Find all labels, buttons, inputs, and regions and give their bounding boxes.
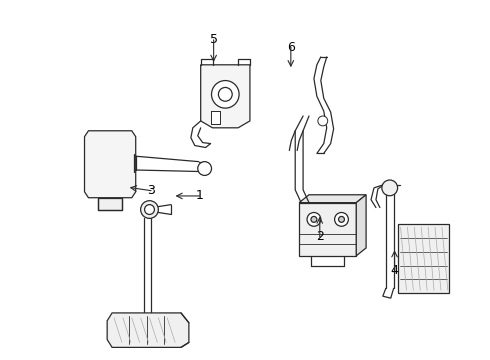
Text: 5: 5 — [210, 33, 218, 46]
Text: 4: 4 — [391, 264, 398, 277]
Text: 3: 3 — [147, 184, 155, 197]
Polygon shape — [107, 313, 189, 347]
Circle shape — [145, 204, 154, 215]
Circle shape — [212, 81, 239, 108]
Circle shape — [198, 162, 212, 175]
Circle shape — [141, 201, 158, 219]
Text: 6: 6 — [287, 41, 295, 54]
Circle shape — [382, 180, 397, 196]
Polygon shape — [211, 111, 220, 124]
Circle shape — [311, 216, 317, 222]
Polygon shape — [201, 65, 250, 128]
Polygon shape — [356, 195, 366, 256]
Polygon shape — [98, 198, 122, 210]
Circle shape — [335, 212, 348, 226]
Polygon shape — [397, 224, 449, 293]
Polygon shape — [299, 195, 366, 203]
Text: 2: 2 — [316, 230, 324, 243]
Circle shape — [318, 116, 328, 126]
Circle shape — [219, 87, 232, 101]
Circle shape — [307, 212, 321, 226]
Polygon shape — [299, 203, 356, 256]
Text: 1: 1 — [195, 189, 203, 202]
Polygon shape — [84, 131, 136, 198]
Circle shape — [339, 216, 344, 222]
